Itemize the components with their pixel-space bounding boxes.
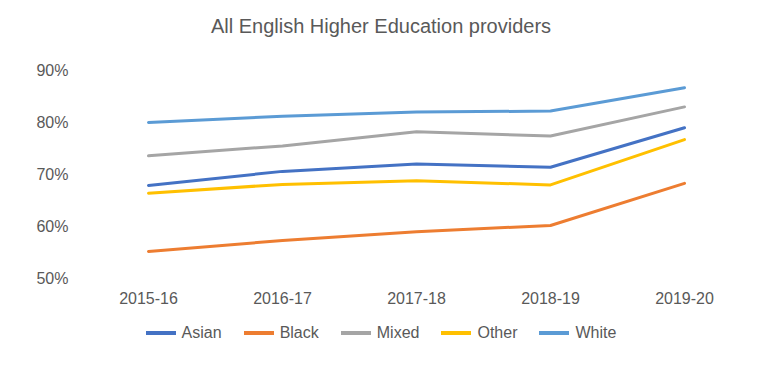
svg-text:2017-18: 2017-18 (387, 290, 446, 307)
svg-text:2019-20: 2019-20 (655, 290, 714, 307)
svg-text:50%: 50% (36, 270, 68, 287)
svg-text:2016-17: 2016-17 (253, 290, 312, 307)
svg-text:90%: 90% (36, 62, 68, 79)
html-text:All English Higher Education p: All English Higher Education providers (210, 15, 552, 37)
svg-text:70%: 70% (36, 166, 68, 183)
svg-text:80%: 80% (36, 114, 68, 131)
html-text:Asian: Asian (181, 324, 222, 341)
html-text:Black: Black (279, 324, 319, 341)
svg-text:2015-16: 2015-16 (119, 290, 178, 307)
svg-text:60%: 60% (36, 218, 68, 235)
svg-text:2018-19: 2018-19 (521, 290, 580, 307)
html-text:Mixed: Mixed (376, 324, 420, 341)
html-text:White: White (575, 324, 617, 341)
html-text:Other: Other (477, 324, 518, 341)
